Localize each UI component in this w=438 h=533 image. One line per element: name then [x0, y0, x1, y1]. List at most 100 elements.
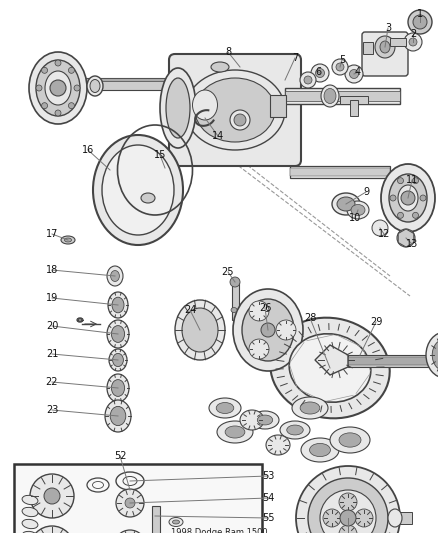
Circle shape [350, 69, 358, 78]
Ellipse shape [233, 289, 303, 371]
Bar [348, 355, 438, 367]
Text: 14: 14 [212, 131, 224, 141]
Circle shape [230, 110, 250, 130]
Text: 17: 17 [46, 229, 58, 239]
Text: 18: 18 [46, 265, 58, 275]
Bar [290, 166, 390, 178]
Circle shape [30, 474, 74, 518]
Text: 29: 29 [370, 317, 382, 327]
Ellipse shape [337, 197, 355, 211]
Ellipse shape [111, 379, 124, 397]
Circle shape [355, 509, 373, 527]
Ellipse shape [22, 531, 38, 533]
Text: 9: 9 [363, 187, 369, 197]
Circle shape [50, 80, 66, 96]
Ellipse shape [169, 518, 183, 527]
Text: 4: 4 [355, 67, 361, 77]
Ellipse shape [280, 421, 310, 439]
Circle shape [68, 67, 74, 74]
Ellipse shape [289, 334, 371, 402]
Text: 22: 22 [46, 377, 58, 387]
Circle shape [300, 72, 316, 88]
Bar [232, 282, 239, 320]
Ellipse shape [321, 85, 339, 107]
Ellipse shape [45, 71, 71, 105]
Circle shape [249, 301, 269, 321]
Bar [152, 506, 160, 533]
Text: 6: 6 [315, 67, 321, 77]
Ellipse shape [111, 271, 120, 281]
Ellipse shape [182, 308, 218, 352]
Text: 21: 21 [46, 349, 58, 359]
Circle shape [401, 191, 415, 205]
Ellipse shape [330, 427, 370, 453]
Circle shape [311, 64, 329, 82]
Circle shape [323, 509, 341, 527]
Ellipse shape [22, 507, 38, 516]
Bar [348, 357, 438, 365]
Circle shape [55, 110, 61, 116]
Circle shape [332, 59, 348, 75]
Ellipse shape [112, 297, 124, 313]
Circle shape [296, 466, 400, 533]
Circle shape [230, 277, 240, 287]
Bar [340, 96, 368, 104]
Ellipse shape [332, 193, 360, 215]
Polygon shape [315, 345, 348, 375]
Ellipse shape [93, 135, 183, 245]
Ellipse shape [107, 320, 129, 348]
Ellipse shape [90, 79, 100, 93]
Circle shape [413, 15, 427, 29]
Circle shape [125, 498, 135, 508]
Ellipse shape [257, 415, 273, 425]
Ellipse shape [287, 425, 303, 435]
Ellipse shape [324, 88, 336, 103]
Ellipse shape [426, 332, 438, 378]
Text: 1: 1 [417, 9, 423, 19]
Ellipse shape [251, 411, 279, 429]
Circle shape [408, 10, 432, 34]
Ellipse shape [270, 318, 390, 418]
Ellipse shape [175, 300, 225, 360]
Ellipse shape [217, 421, 253, 443]
Circle shape [320, 490, 376, 533]
Ellipse shape [209, 398, 241, 418]
Bar [285, 91, 400, 101]
Ellipse shape [141, 193, 155, 203]
Circle shape [36, 85, 42, 91]
Ellipse shape [242, 299, 294, 361]
FancyBboxPatch shape [362, 32, 408, 76]
Ellipse shape [22, 495, 38, 505]
Circle shape [42, 67, 48, 74]
Text: 28: 28 [304, 313, 316, 323]
Circle shape [409, 38, 417, 46]
Ellipse shape [22, 519, 38, 529]
Ellipse shape [398, 185, 418, 211]
Circle shape [339, 525, 357, 533]
Ellipse shape [339, 433, 361, 447]
Circle shape [55, 60, 61, 66]
Bar [390, 512, 412, 524]
Circle shape [404, 33, 422, 51]
Ellipse shape [292, 397, 328, 419]
Circle shape [398, 177, 403, 184]
Circle shape [345, 65, 363, 83]
Bar [14, 464, 262, 533]
Text: 7: 7 [292, 53, 298, 63]
Text: 1998 Dodge Ram 1500: 1998 Dodge Ram 1500 [171, 528, 267, 533]
Circle shape [413, 212, 418, 219]
Ellipse shape [29, 52, 87, 124]
Ellipse shape [192, 90, 218, 120]
Text: 20: 20 [46, 321, 58, 331]
Ellipse shape [310, 443, 330, 457]
Circle shape [339, 493, 357, 511]
Circle shape [74, 85, 80, 91]
Ellipse shape [375, 36, 395, 58]
Bar [270, 95, 286, 117]
Text: 25: 25 [222, 267, 234, 277]
Bar [350, 100, 358, 116]
Bar [78, 78, 208, 90]
Circle shape [372, 220, 388, 236]
Bar [290, 168, 390, 176]
Circle shape [261, 323, 275, 337]
